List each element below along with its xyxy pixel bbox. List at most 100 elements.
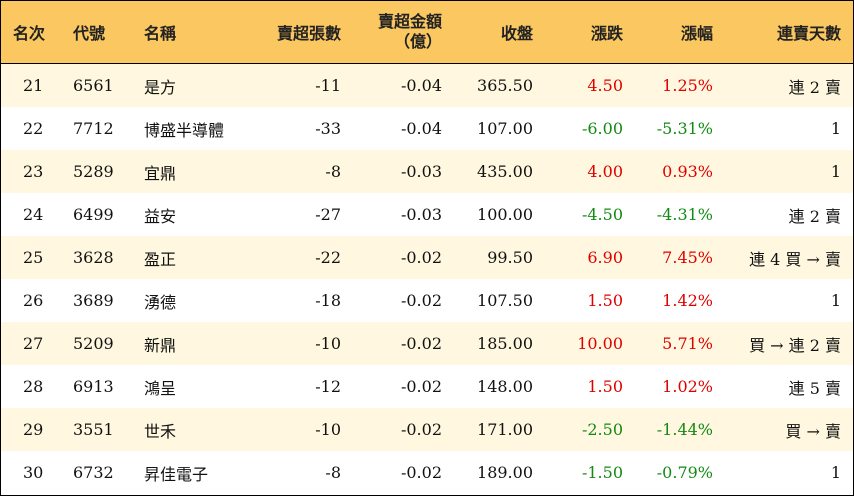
sell-amount-cell: -0.02 [400,420,442,439]
header-rank: 名次 [13,24,46,43]
streak-cell: 買 → 賣 [785,421,841,441]
code-cell: 3551 [73,420,114,439]
table-row: 24 6499 益安 -27 -0.03 100.00 -4.50 -4.31%… [1,193,853,236]
streak-cell: 買 → 連 2 賣 [749,335,841,355]
sell-sheets-cell: -27 [315,205,341,224]
header-change-pct: 漲幅 [680,24,713,43]
change-cell: 1.50 [587,291,623,310]
change-cell: 4.00 [587,162,623,181]
change-pct-cell: 1.02% [662,377,713,396]
streak-cell: 連 2 賣 [788,77,841,97]
name-cell: 湧德 [144,292,177,312]
table-row: 26 3689 湧德 -18 -0.02 107.50 1.50 1.42% 1 [1,279,853,322]
rank-cell: 29 [23,420,44,439]
table-row: 28 6913 鴻呈 -12 -0.02 148.00 1.50 1.02% 連… [1,365,853,408]
streak-cell: 1 [830,463,841,482]
rank-cell: 30 [23,463,44,482]
sell-sheets-cell: -11 [315,76,341,95]
rank-cell: 25 [23,248,44,267]
sell-sheets-cell: -22 [315,248,341,267]
code-cell: 5209 [73,334,114,353]
sell-amount-cell: -0.03 [400,205,442,224]
close-cell: 171.00 [477,420,533,439]
rank-cell: 23 [23,162,44,181]
rank-cell: 26 [23,291,44,310]
close-cell: 148.00 [477,377,533,396]
change-pct-cell: -4.31% [656,205,713,224]
name-cell: 博盛半導體 [144,120,225,140]
code-cell: 6561 [73,76,114,95]
streak-cell: 1 [830,119,841,138]
close-cell: 107.00 [477,119,533,138]
rank-cell: 21 [23,76,44,95]
name-cell: 新鼎 [144,335,177,355]
close-cell: 189.00 [477,463,533,482]
sell-sheets-cell: -33 [315,119,341,138]
rank-cell: 27 [23,334,44,353]
header-name: 名稱 [144,24,177,43]
sell-amount-cell: -0.02 [400,248,442,267]
streak-cell: 1 [830,291,841,310]
close-cell: 107.50 [477,291,533,310]
sell-sheets-cell: -8 [325,463,341,482]
change-cell: -1.50 [581,463,623,482]
sell-sheets-cell: -12 [315,377,341,396]
name-cell: 世禾 [144,421,177,441]
name-cell: 益安 [144,206,177,226]
code-cell: 6913 [73,377,114,396]
change-cell: -2.50 [581,420,623,439]
code-cell: 7712 [73,119,114,138]
change-pct-cell: -0.79% [656,463,713,482]
table-row: 29 3551 世禾 -10 -0.02 171.00 -2.50 -1.44%… [1,408,853,451]
table-row: 23 5289 宜鼎 -8 -0.03 435.00 4.00 0.93% 1 [1,150,853,193]
header-code: 代號 [73,24,106,43]
header-close: 收盤 [500,24,533,43]
change-cell: 1.50 [587,377,623,396]
table-row: 30 6732 昇佳電子 -8 -0.02 189.00 -1.50 -0.79… [1,451,853,494]
rank-cell: 22 [23,119,44,138]
close-cell: 100.00 [477,205,533,224]
change-cell: 4.50 [587,76,623,95]
sell-sheets-cell: -10 [315,420,341,439]
change-cell: 6.90 [587,248,623,267]
sell-amount-cell: -0.02 [400,334,442,353]
change-cell: 10.00 [577,334,623,353]
change-pct-cell: -1.44% [656,420,713,439]
sell-sheets-cell: -8 [325,162,341,181]
change-pct-cell: 7.45% [662,248,713,267]
streak-cell: 連 4 買 → 賣 [749,249,841,269]
change-cell: -6.00 [581,119,623,138]
header-sell-amount: 賣超金額 （億） [346,1,442,63]
header-change: 漲跌 [590,24,623,43]
code-cell: 6499 [73,205,114,224]
code-cell: 3689 [73,291,114,310]
header-streak: 連賣天數 [776,24,841,43]
sell-amount-cell: -0.04 [400,76,442,95]
sell-amount-cell: -0.02 [400,463,442,482]
sell-amount-cell: -0.03 [400,162,442,181]
table-header: 名次 代號 名稱 賣超張數 賣超金額 （億） 收盤 漲跌 漲幅 連賣天數 [1,1,853,64]
close-cell: 365.50 [477,76,533,95]
name-cell: 昇佳電子 [144,464,209,484]
code-cell: 3628 [73,248,114,267]
sell-amount-cell: -0.02 [400,377,442,396]
change-cell: -4.50 [581,205,623,224]
name-cell: 鴻呈 [144,378,177,398]
header-sell-sheets: 賣超張數 [276,24,341,43]
table-row: 25 3628 盈正 -22 -0.02 99.50 6.90 7.45% 連 … [1,236,853,279]
rank-cell: 24 [23,205,44,224]
table-row: 22 7712 博盛半導體 -33 -0.04 107.00 -6.00 -5.… [1,107,853,150]
change-pct-cell: 5.71% [662,334,713,353]
rank-cell: 28 [23,377,44,396]
streak-cell: 連 5 賣 [788,378,841,398]
close-cell: 435.00 [477,162,533,181]
sell-sheets-cell: -18 [315,291,341,310]
table-row: 27 5209 新鼎 -10 -0.02 185.00 10.00 5.71% … [1,322,853,365]
name-cell: 是方 [144,77,177,97]
change-pct-cell: 1.25% [662,76,713,95]
close-cell: 185.00 [477,334,533,353]
streak-cell: 連 2 賣 [788,206,841,226]
streak-cell: 1 [830,162,841,181]
header-sell-amount-line2: （億） [393,32,442,51]
